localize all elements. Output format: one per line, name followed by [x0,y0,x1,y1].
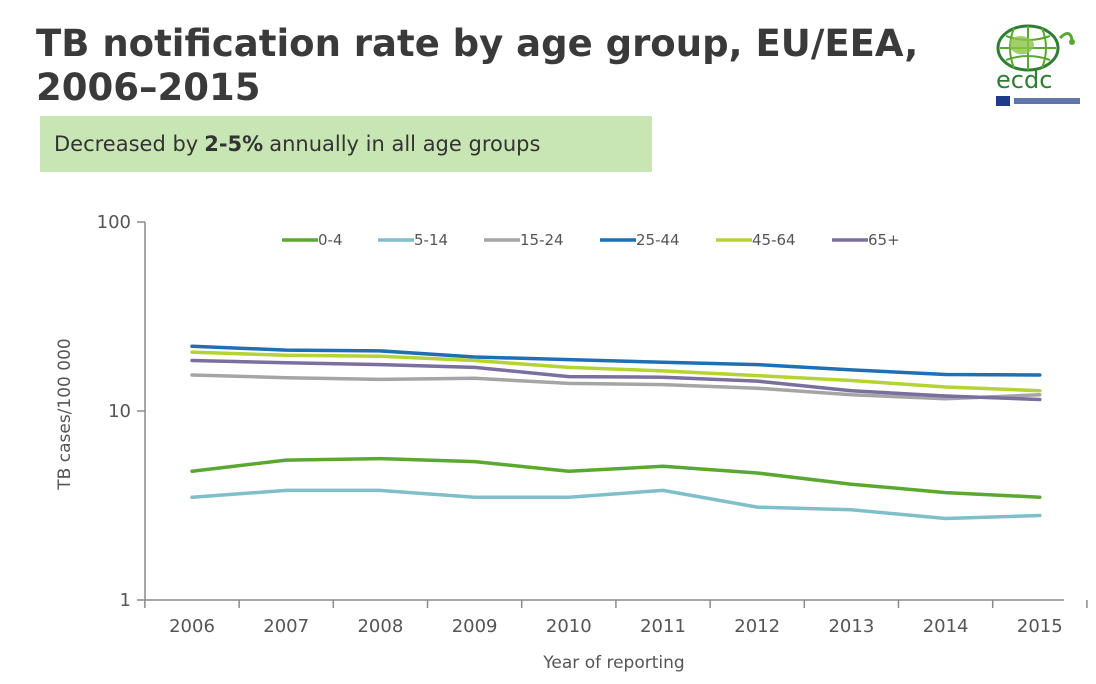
x-tick-label: 2012 [734,616,780,637]
legend-label: 25-44 [636,231,680,249]
logo-text: ecdc [996,66,1052,94]
key-finding-prefix: Decreased by [54,132,199,156]
legend-label: 5-14 [414,231,448,249]
globe-logo-icon [996,24,1075,72]
series-line-25-44 [190,344,1042,377]
series-line-5-14 [190,488,1042,521]
legend-label: 15-24 [520,231,564,249]
y-tick-label: 1 [120,590,131,611]
x-tick-label: 2009 [452,616,498,637]
legend-item-45-64: 45-64 [716,231,796,249]
legend-item-5-14: 5-14 [378,231,448,249]
x-axis: 2006 2007 2008 2009 2010 2011 2012 2013 2014 2015 [144,599,1088,637]
series-layer [190,344,1042,521]
title-line-1: TB notification rate by age group, EU/EE… [36,22,919,65]
key-finding-emphasis: 2-5% [204,132,264,156]
legend-item-0-4: 0-4 [282,231,343,249]
legend-item-15-24: 15-24 [484,231,564,249]
y-axis-title: TB cases/100 000 [55,338,75,490]
slide-title: TB notification rate by age group, EU/EE… [36,22,956,110]
legend-item-65+: 65+ [832,231,900,249]
key-finding-box: Decreased by 2-5% annually in all age gr… [40,116,652,172]
series-line-15-24 [190,373,1042,401]
y-tick-label: 10 [108,401,131,422]
series-line-45-64 [190,350,1042,393]
series-line-0-4 [190,456,1042,499]
y-axis: 1 10 100 [97,212,146,611]
legend-label: 0-4 [318,231,343,249]
x-tick-label: 2013 [828,616,874,637]
ecdc-logo: ecdc [996,24,1080,106]
legend-item-25-44: 25-44 [600,231,680,249]
series-line-65+ [190,358,1042,402]
title-line-2: 2006–2015 [36,66,261,109]
x-tick-label: 2011 [640,616,686,637]
x-tick-label: 2010 [546,616,592,637]
x-tick-label: 2008 [357,616,403,637]
x-tick-label: 2014 [923,616,969,637]
legend-label: 65+ [868,231,900,249]
x-tick-label: 2007 [263,616,309,637]
legend-label: 45-64 [752,231,796,249]
y-tick-label: 100 [97,212,131,233]
x-axis-title: Year of reporting [542,653,684,673]
x-tick-label: 2015 [1017,616,1063,637]
logo-tagline-bar [1014,98,1080,104]
x-tick-label: 2006 [169,616,215,637]
legend: 0-4 5-14 15-24 25-44 45-64 65+ [282,231,900,249]
key-finding-suffix: annually in all age groups [269,132,541,156]
eu-flag-icon [996,96,1010,106]
